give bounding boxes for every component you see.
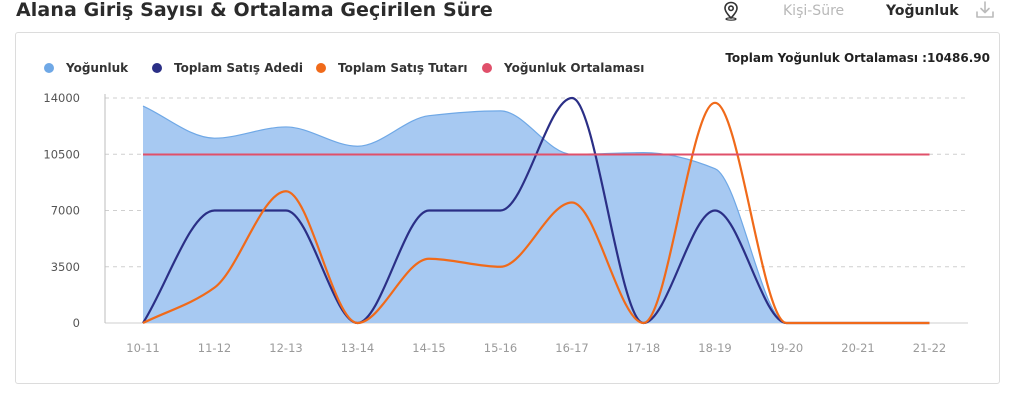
y-tick-label: 0 — [73, 316, 80, 330]
y-tick-label: 3500 — [51, 260, 80, 274]
x-tick-label: 15-16 — [484, 341, 517, 355]
location-pin-icon[interactable] — [722, 1, 740, 21]
legend-label: Yoğunluk Ortalaması — [504, 61, 645, 75]
page-title: Alana Giriş Sayısı & Ortalama Geçirilen … — [16, 0, 493, 21]
x-tick-label: 18-19 — [698, 341, 731, 355]
x-tick-label: 13-14 — [341, 341, 374, 355]
x-tick-label: 21-22 — [913, 341, 946, 355]
legend-dot-icon — [152, 63, 162, 73]
legend-dot-icon — [316, 63, 326, 73]
legend-item-yogunluk[interactable]: Yoğunluk — [44, 61, 128, 75]
series-line-2 — [142, 101, 930, 325]
average-label: Toplam Yoğunluk Ortalaması :10486.90 — [725, 51, 990, 65]
legend-item-yogunluk-ortalamasi[interactable]: Yoğunluk Ortalaması — [482, 61, 644, 75]
y-tick-label: 14000 — [43, 91, 80, 105]
x-tick-label: 19-20 — [770, 341, 803, 355]
tab-kisi-sure[interactable]: Kişi-Süre — [783, 3, 845, 19]
legend-dot-icon — [482, 63, 492, 73]
series-area-0 — [143, 106, 930, 324]
legend-dot-icon — [44, 63, 54, 73]
legend-label: Toplam Satış Tutarı — [338, 61, 468, 75]
x-tick-label: 12-13 — [269, 341, 302, 355]
x-tick-label: 14-15 — [412, 341, 445, 355]
series-line-1 — [142, 96, 930, 325]
legend-item-satis-tutari[interactable]: Toplam Satış Tutarı — [316, 61, 468, 75]
download-icon[interactable] — [974, 0, 996, 20]
tab-yogunluk[interactable]: Yoğunluk — [886, 3, 959, 19]
legend-label: Toplam Satış Adedi — [174, 61, 303, 75]
y-tick-label: 7000 — [51, 204, 80, 218]
legend-label: Yoğunluk — [66, 61, 129, 75]
x-tick-label: 10-11 — [126, 341, 159, 355]
x-tick-label: 16-17 — [555, 341, 588, 355]
y-tick-label: 10500 — [43, 147, 80, 161]
x-tick-label: 17-18 — [627, 341, 660, 355]
x-tick-label: 20-21 — [841, 341, 874, 355]
x-tick-label: 11-12 — [198, 341, 231, 355]
legend-item-satis-adedi[interactable]: Toplam Satış Adedi — [152, 61, 303, 75]
